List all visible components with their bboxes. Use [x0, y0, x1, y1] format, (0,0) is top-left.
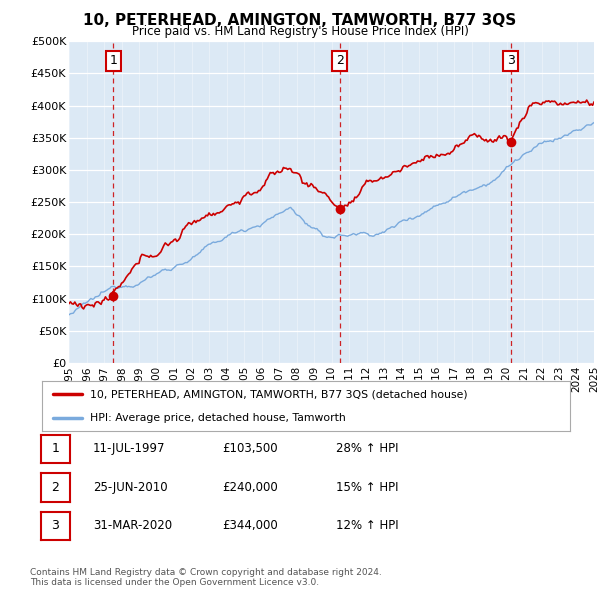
Text: £240,000: £240,000 — [222, 481, 278, 494]
Text: 1: 1 — [109, 54, 117, 67]
Text: Price paid vs. HM Land Registry's House Price Index (HPI): Price paid vs. HM Land Registry's House … — [131, 25, 469, 38]
Text: 12% ↑ HPI: 12% ↑ HPI — [336, 519, 398, 532]
Text: 15% ↑ HPI: 15% ↑ HPI — [336, 481, 398, 494]
Text: £344,000: £344,000 — [222, 519, 278, 532]
Text: HPI: Average price, detached house, Tamworth: HPI: Average price, detached house, Tamw… — [89, 413, 345, 423]
Text: 10, PETERHEAD, AMINGTON, TAMWORTH, B77 3QS: 10, PETERHEAD, AMINGTON, TAMWORTH, B77 3… — [83, 13, 517, 28]
Text: 3: 3 — [51, 519, 59, 532]
Text: 2: 2 — [51, 481, 59, 494]
Text: 2: 2 — [336, 54, 344, 67]
Text: 3: 3 — [507, 54, 515, 67]
Text: 25-JUN-2010: 25-JUN-2010 — [93, 481, 167, 494]
Text: 11-JUL-1997: 11-JUL-1997 — [93, 442, 166, 455]
Text: 31-MAR-2020: 31-MAR-2020 — [93, 519, 172, 532]
Text: 1: 1 — [51, 442, 59, 455]
Text: 10, PETERHEAD, AMINGTON, TAMWORTH, B77 3QS (detached house): 10, PETERHEAD, AMINGTON, TAMWORTH, B77 3… — [89, 389, 467, 399]
Text: Contains HM Land Registry data © Crown copyright and database right 2024.
This d: Contains HM Land Registry data © Crown c… — [30, 568, 382, 587]
Text: £103,500: £103,500 — [222, 442, 278, 455]
Text: 28% ↑ HPI: 28% ↑ HPI — [336, 442, 398, 455]
